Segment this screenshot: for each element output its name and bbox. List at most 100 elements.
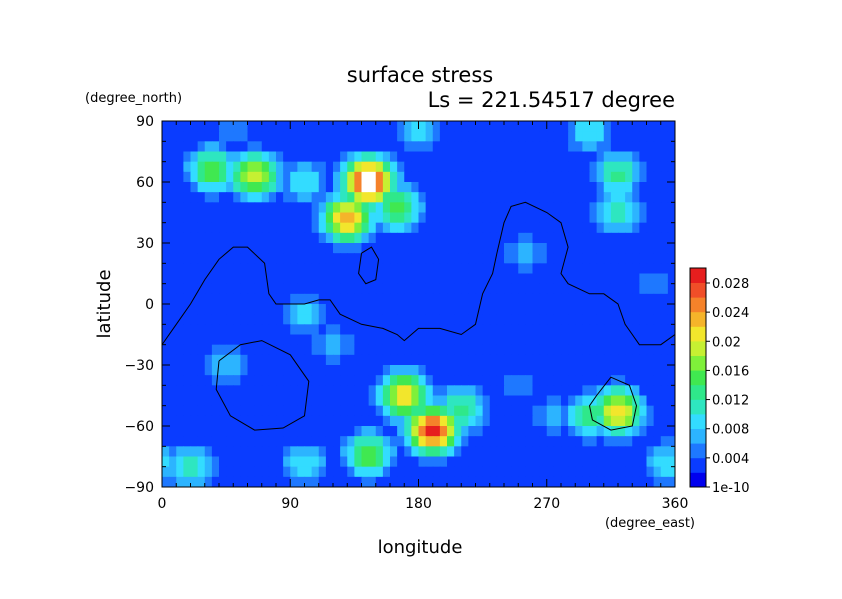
heatmap-cell <box>461 243 469 254</box>
heatmap-cell <box>212 477 220 488</box>
heatmap-cell <box>597 345 605 356</box>
heatmap-cell <box>632 436 640 447</box>
heatmap-cell <box>547 131 555 142</box>
heatmap-cell <box>490 152 498 163</box>
heatmap-cell <box>191 314 199 325</box>
heatmap-cell <box>226 263 234 274</box>
heatmap-cell <box>219 436 227 447</box>
heatmap-cell <box>525 263 533 274</box>
heatmap-cell <box>333 131 341 142</box>
heatmap-cell <box>661 314 669 325</box>
heatmap-cell <box>639 152 647 163</box>
heatmap-cell <box>205 284 213 295</box>
heatmap-cell <box>183 345 191 356</box>
heatmap-cell <box>255 314 263 325</box>
heatmap-cell <box>297 446 305 457</box>
heatmap-cell <box>347 304 355 315</box>
heatmap-cell <box>618 141 626 152</box>
heatmap-cell <box>639 355 647 366</box>
heatmap-cell <box>212 202 220 213</box>
heatmap-cell <box>390 192 398 203</box>
heatmap-cell <box>490 385 498 396</box>
heatmap-cell <box>590 457 598 468</box>
heatmap-cell <box>561 375 569 386</box>
heatmap-cell <box>511 141 519 152</box>
heatmap-cell <box>283 141 291 152</box>
heatmap-cell <box>390 406 398 417</box>
heatmap-cell <box>533 253 541 264</box>
heatmap-cell <box>461 294 469 305</box>
heatmap-cell <box>226 477 234 488</box>
heatmap-cell <box>568 141 576 152</box>
heatmap-cell <box>647 274 655 285</box>
heatmap-cell <box>205 162 213 173</box>
heatmap-cell <box>369 385 377 396</box>
heatmap-cell <box>582 233 590 244</box>
heatmap-cell <box>647 202 655 213</box>
heatmap-cell <box>226 131 234 142</box>
heatmap-cell <box>169 263 177 274</box>
heatmap-cell <box>362 365 370 376</box>
heatmap-cell <box>568 416 576 427</box>
heatmap-cell <box>169 416 177 427</box>
heatmap-cell <box>511 457 519 468</box>
heatmap-cell <box>490 355 498 366</box>
heatmap-cell <box>483 172 491 183</box>
heatmap-cell <box>483 202 491 213</box>
heatmap-cell <box>191 426 199 437</box>
heatmap-cell <box>212 192 220 203</box>
heatmap-cell <box>654 192 662 203</box>
heatmap-cell <box>518 274 526 285</box>
heatmap-cell <box>447 324 455 335</box>
heatmap-cell <box>376 243 384 254</box>
heatmap-cell <box>290 477 298 488</box>
heatmap-cell <box>205 213 213 224</box>
heatmap-cell <box>476 162 484 173</box>
heatmap-cell <box>483 152 491 163</box>
heatmap-cell <box>547 223 555 234</box>
heatmap-cell <box>611 141 619 152</box>
heatmap-cell <box>362 141 370 152</box>
heatmap-cell <box>654 233 662 244</box>
heatmap-cell <box>305 345 313 356</box>
heatmap-cell <box>312 396 320 407</box>
heatmap-cell <box>240 162 248 173</box>
heatmap-cell <box>383 243 391 254</box>
heatmap-cell <box>205 202 213 213</box>
heatmap-cell <box>411 345 419 356</box>
heatmap-cell <box>611 202 619 213</box>
heatmap-cell <box>533 355 541 366</box>
heatmap-cell <box>468 314 476 325</box>
heatmap-cell <box>248 335 256 346</box>
heatmap-cell <box>205 416 213 427</box>
heatmap-cell <box>639 294 647 305</box>
heatmap-cell <box>176 233 184 244</box>
heatmap-cell <box>191 355 199 366</box>
heatmap-cell <box>668 477 676 488</box>
heatmap-cell <box>354 477 362 488</box>
heatmap-cell <box>411 121 419 132</box>
heatmap-cell <box>262 385 270 396</box>
heatmap-cell <box>383 304 391 315</box>
heatmap-cell <box>312 477 320 488</box>
heatmap-cell <box>604 233 612 244</box>
heatmap-cell <box>568 243 576 254</box>
heatmap-cell <box>347 253 355 264</box>
heatmap-cell <box>205 152 213 163</box>
heatmap-cell <box>661 192 669 203</box>
heatmap-cell <box>269 396 277 407</box>
heatmap-cell <box>276 416 284 427</box>
heatmap-cell <box>283 294 291 305</box>
heatmap-cell <box>625 436 633 447</box>
heatmap-cell <box>169 162 177 173</box>
heatmap-cell <box>518 457 526 468</box>
heatmap-cell <box>240 274 248 285</box>
heatmap-cell <box>447 202 455 213</box>
heatmap-cell <box>198 335 206 346</box>
heatmap-cell <box>240 304 248 315</box>
heatmap-cell <box>661 385 669 396</box>
colorbar-segment <box>690 429 706 444</box>
heatmap-cell <box>319 152 327 163</box>
heatmap-cell <box>476 467 484 478</box>
heatmap-cell <box>290 141 298 152</box>
